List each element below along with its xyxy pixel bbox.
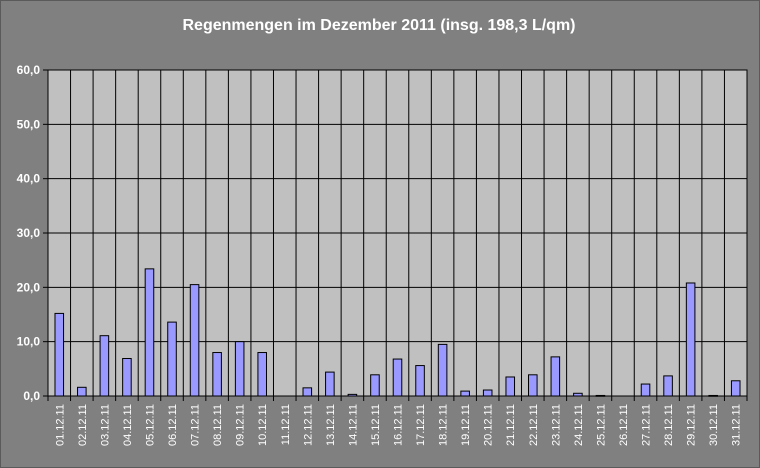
bar (573, 392, 583, 397)
bar (167, 321, 177, 397)
y-tick-label: 40,0 (17, 172, 41, 186)
bar (234, 341, 245, 397)
x-tick-label: 13.12.11 (325, 404, 337, 446)
x-tick-label: 03.12.11 (99, 404, 111, 446)
bar (257, 352, 267, 397)
x-tick-label: 17.12.11 (415, 404, 427, 446)
x-tick-label: 20.12.11 (483, 404, 495, 446)
x-tick-label: 01.12.11 (54, 404, 66, 446)
bar (528, 374, 538, 397)
x-tick-label: 18.12.11 (438, 404, 450, 446)
bar (189, 284, 200, 397)
x-tick-label: 21.12.11 (505, 404, 517, 446)
x-tick-label: 24.12.11 (573, 404, 585, 446)
x-tick-label: 31.12.11 (731, 404, 743, 446)
x-tick-label: 05.12.11 (144, 404, 156, 446)
x-tick-label: 23.12.11 (550, 404, 562, 446)
x-tick-label: 30.12.11 (708, 404, 720, 446)
x-tick-label: 08.12.11 (212, 404, 224, 446)
bar (347, 393, 358, 397)
x-tick-label: 26.12.11 (618, 404, 630, 446)
y-tick-label: 0,0 (23, 389, 40, 403)
bar (595, 394, 606, 397)
x-tick-label: 14.12.11 (347, 404, 359, 446)
chart-title: Regenmengen im Dezember 2011 (insg. 198,… (182, 17, 576, 34)
x-tick-label: 09.12.11 (235, 404, 247, 446)
bar (437, 343, 448, 397)
bar (122, 358, 132, 397)
bar (144, 268, 155, 397)
x-tick-label: 02.12.11 (77, 404, 89, 446)
bar (77, 386, 87, 397)
bar (685, 282, 696, 397)
bar (54, 312, 65, 397)
x-tick-label: 19.12.11 (460, 404, 472, 446)
bar (550, 356, 561, 397)
x-tick-label: 25.12.11 (595, 404, 607, 446)
bar (663, 375, 673, 397)
y-tick-label: 50,0 (17, 117, 41, 131)
bar (415, 365, 425, 397)
y-tick-label: 10,0 (17, 335, 41, 349)
x-tick-label: 10.12.11 (257, 404, 269, 446)
bar (370, 374, 380, 397)
x-tick-label: 06.12.11 (167, 404, 179, 446)
bar (505, 376, 516, 397)
x-tick-label: 11.12.11 (280, 404, 292, 445)
x-tick-label: 16.12.11 (393, 404, 405, 446)
x-tick-label: 22.12.11 (528, 404, 540, 446)
bar (482, 389, 493, 397)
x-tick-label: 27.12.11 (641, 404, 653, 446)
bar (708, 394, 718, 397)
y-tick-label: 30,0 (17, 226, 41, 240)
bar (212, 352, 222, 397)
x-tick-label: 12.12.11 (302, 404, 314, 446)
x-tick-label: 28.12.11 (663, 404, 675, 446)
y-tick-label: 20,0 (17, 280, 41, 294)
bar (325, 371, 335, 397)
bar (460, 390, 470, 397)
bar (99, 335, 110, 397)
x-tick-label: 04.12.11 (122, 404, 134, 446)
bar (302, 387, 313, 397)
bar (640, 383, 651, 397)
x-tick-label: 15.12.11 (370, 404, 382, 446)
y-tick-label: 60,0 (17, 63, 41, 77)
x-tick-label: 29.12.11 (686, 404, 698, 446)
bar (392, 358, 403, 397)
bar (730, 380, 741, 397)
x-tick-label: 07.12.11 (190, 404, 202, 446)
